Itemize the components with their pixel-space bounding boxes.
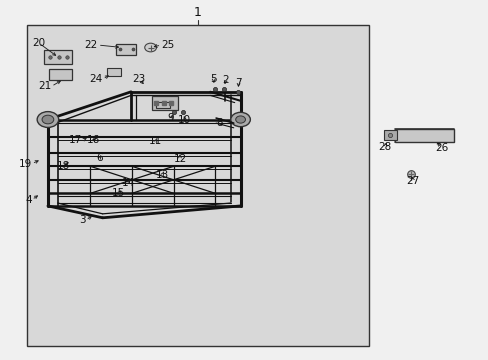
Bar	[156, 102, 170, 108]
Text: 13: 13	[155, 170, 169, 180]
Text: 1: 1	[194, 6, 202, 19]
Text: 9: 9	[167, 113, 174, 123]
Text: 11: 11	[148, 136, 162, 146]
Bar	[106, 68, 121, 76]
Circle shape	[42, 115, 54, 124]
Text: 28: 28	[378, 142, 391, 152]
Text: 4: 4	[25, 195, 32, 205]
Bar	[49, 69, 72, 80]
Text: 26: 26	[434, 143, 447, 153]
Text: 6: 6	[96, 153, 102, 163]
Circle shape	[144, 43, 156, 52]
Bar	[151, 96, 178, 110]
Text: 14: 14	[121, 178, 135, 188]
Text: 21: 21	[38, 81, 51, 91]
Text: 25: 25	[161, 40, 174, 50]
Text: 18: 18	[57, 161, 70, 171]
Text: 7: 7	[235, 78, 242, 88]
Text: 22: 22	[84, 40, 98, 50]
Text: 19: 19	[19, 159, 32, 169]
Text: 24: 24	[89, 74, 102, 84]
Text: 12: 12	[173, 154, 186, 165]
Text: 15: 15	[112, 188, 125, 198]
Circle shape	[235, 116, 245, 123]
Text: 20: 20	[33, 38, 45, 48]
Text: 8: 8	[216, 118, 223, 128]
Text: 3: 3	[79, 215, 85, 225]
Bar	[116, 44, 136, 55]
Bar	[394, 129, 453, 142]
Text: 2: 2	[222, 75, 229, 85]
Circle shape	[37, 112, 59, 127]
Circle shape	[230, 112, 250, 127]
Text: 5: 5	[210, 74, 217, 84]
Bar	[44, 50, 72, 64]
Text: 27: 27	[406, 176, 419, 186]
Bar	[384, 130, 396, 140]
Text: 23: 23	[132, 74, 146, 84]
Bar	[27, 25, 368, 346]
Text: 16: 16	[87, 135, 101, 145]
Text: 17: 17	[69, 135, 82, 145]
Text: 10: 10	[178, 114, 191, 125]
